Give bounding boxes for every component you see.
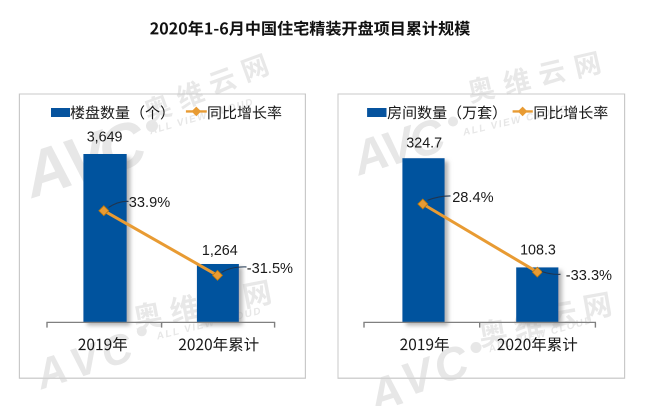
svg-text:28.4%: 28.4%: [452, 190, 493, 206]
svg-text:33.9%: 33.9%: [129, 195, 170, 211]
svg-text:1,264: 1,264: [202, 243, 238, 259]
svg-text:108.3: 108.3: [520, 243, 556, 259]
svg-text:324.7: 324.7: [406, 136, 442, 152]
svg-text:3,649: 3,649: [87, 130, 123, 146]
svg-text:-33.3%: -33.3%: [566, 268, 612, 284]
svg-text:-31.5%: -31.5%: [247, 261, 293, 277]
